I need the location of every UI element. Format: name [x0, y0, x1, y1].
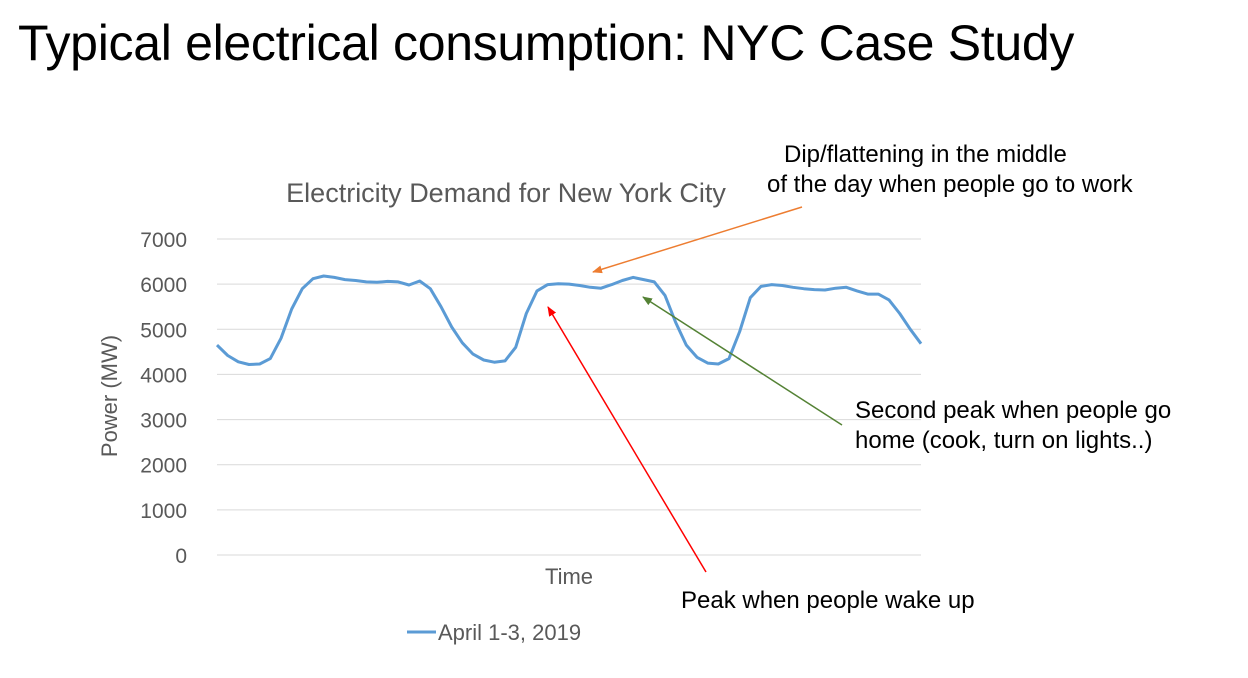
dip-annotation-line2: of the day when people go to work — [767, 171, 1133, 198]
dip-annotation-line1: Dip/flattening in the middle — [784, 141, 1067, 168]
y-tick-label: 1000 — [140, 500, 187, 523]
second-peak-annotation-line1: Second peak when people go — [855, 397, 1172, 424]
x-axis-label: Time — [545, 564, 593, 589]
slide-title: Typical electrical consumption: NYC Case… — [18, 15, 1075, 71]
wakeup-peak-arrow — [547, 306, 707, 573]
gridlines — [217, 238, 921, 556]
y-axis-tick-labels: 0 1000 2000 3000 4000 5000 6000 7000 — [140, 229, 187, 568]
y-tick-label: 4000 — [140, 364, 187, 387]
y-axis-label: Power (MW) — [97, 335, 122, 457]
legend: April 1-3, 2019 — [407, 620, 581, 645]
legend-label: April 1-3, 2019 — [438, 620, 581, 645]
wakeup-peak-annotation: Peak when people wake up — [681, 586, 975, 616]
y-tick-label: 5000 — [140, 319, 187, 342]
y-tick-label: 6000 — [140, 274, 187, 297]
second-peak-annotation: Second peak when people go home (cook, t… — [855, 396, 1171, 456]
second-peak-annotation-line2: home (cook, turn on lights..) — [855, 427, 1153, 454]
chart-title: Electricity Demand for New York City — [286, 178, 726, 208]
y-tick-label: 3000 — [140, 410, 187, 433]
y-tick-label: 2000 — [140, 455, 187, 478]
series-line — [215, 274, 923, 366]
dip-arrow — [592, 206, 803, 274]
wakeup-peak-annotation-line1: Peak when people wake up — [681, 587, 975, 614]
second-peak-arrow — [642, 296, 843, 426]
y-tick-label: 0 — [175, 545, 187, 568]
series-group — [215, 274, 923, 366]
dip-annotation: Dip/flattening in the middle of the day … — [767, 140, 1133, 200]
y-tick-label: 7000 — [140, 229, 187, 252]
